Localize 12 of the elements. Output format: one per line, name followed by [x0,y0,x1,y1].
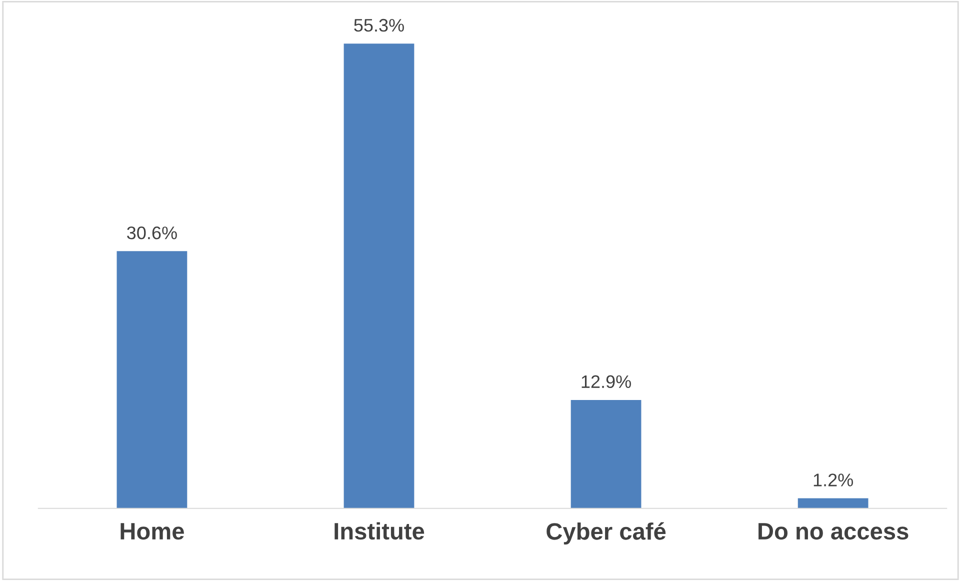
data-label: 12.9% [582,375,631,388]
x-tick-label: Cyber café [546,522,666,544]
bar [570,400,642,508]
bar [798,498,868,508]
data-label: 30.6% [127,226,177,240]
x-tick-label: Do no access [758,523,908,540]
bar [116,251,188,508]
bar [344,44,414,508]
data-label: 55.3% [354,18,404,32]
x-tick-label: Home [120,523,184,540]
x-tick-label: Institute [334,522,424,540]
data-label: 1.2% [814,474,853,486]
